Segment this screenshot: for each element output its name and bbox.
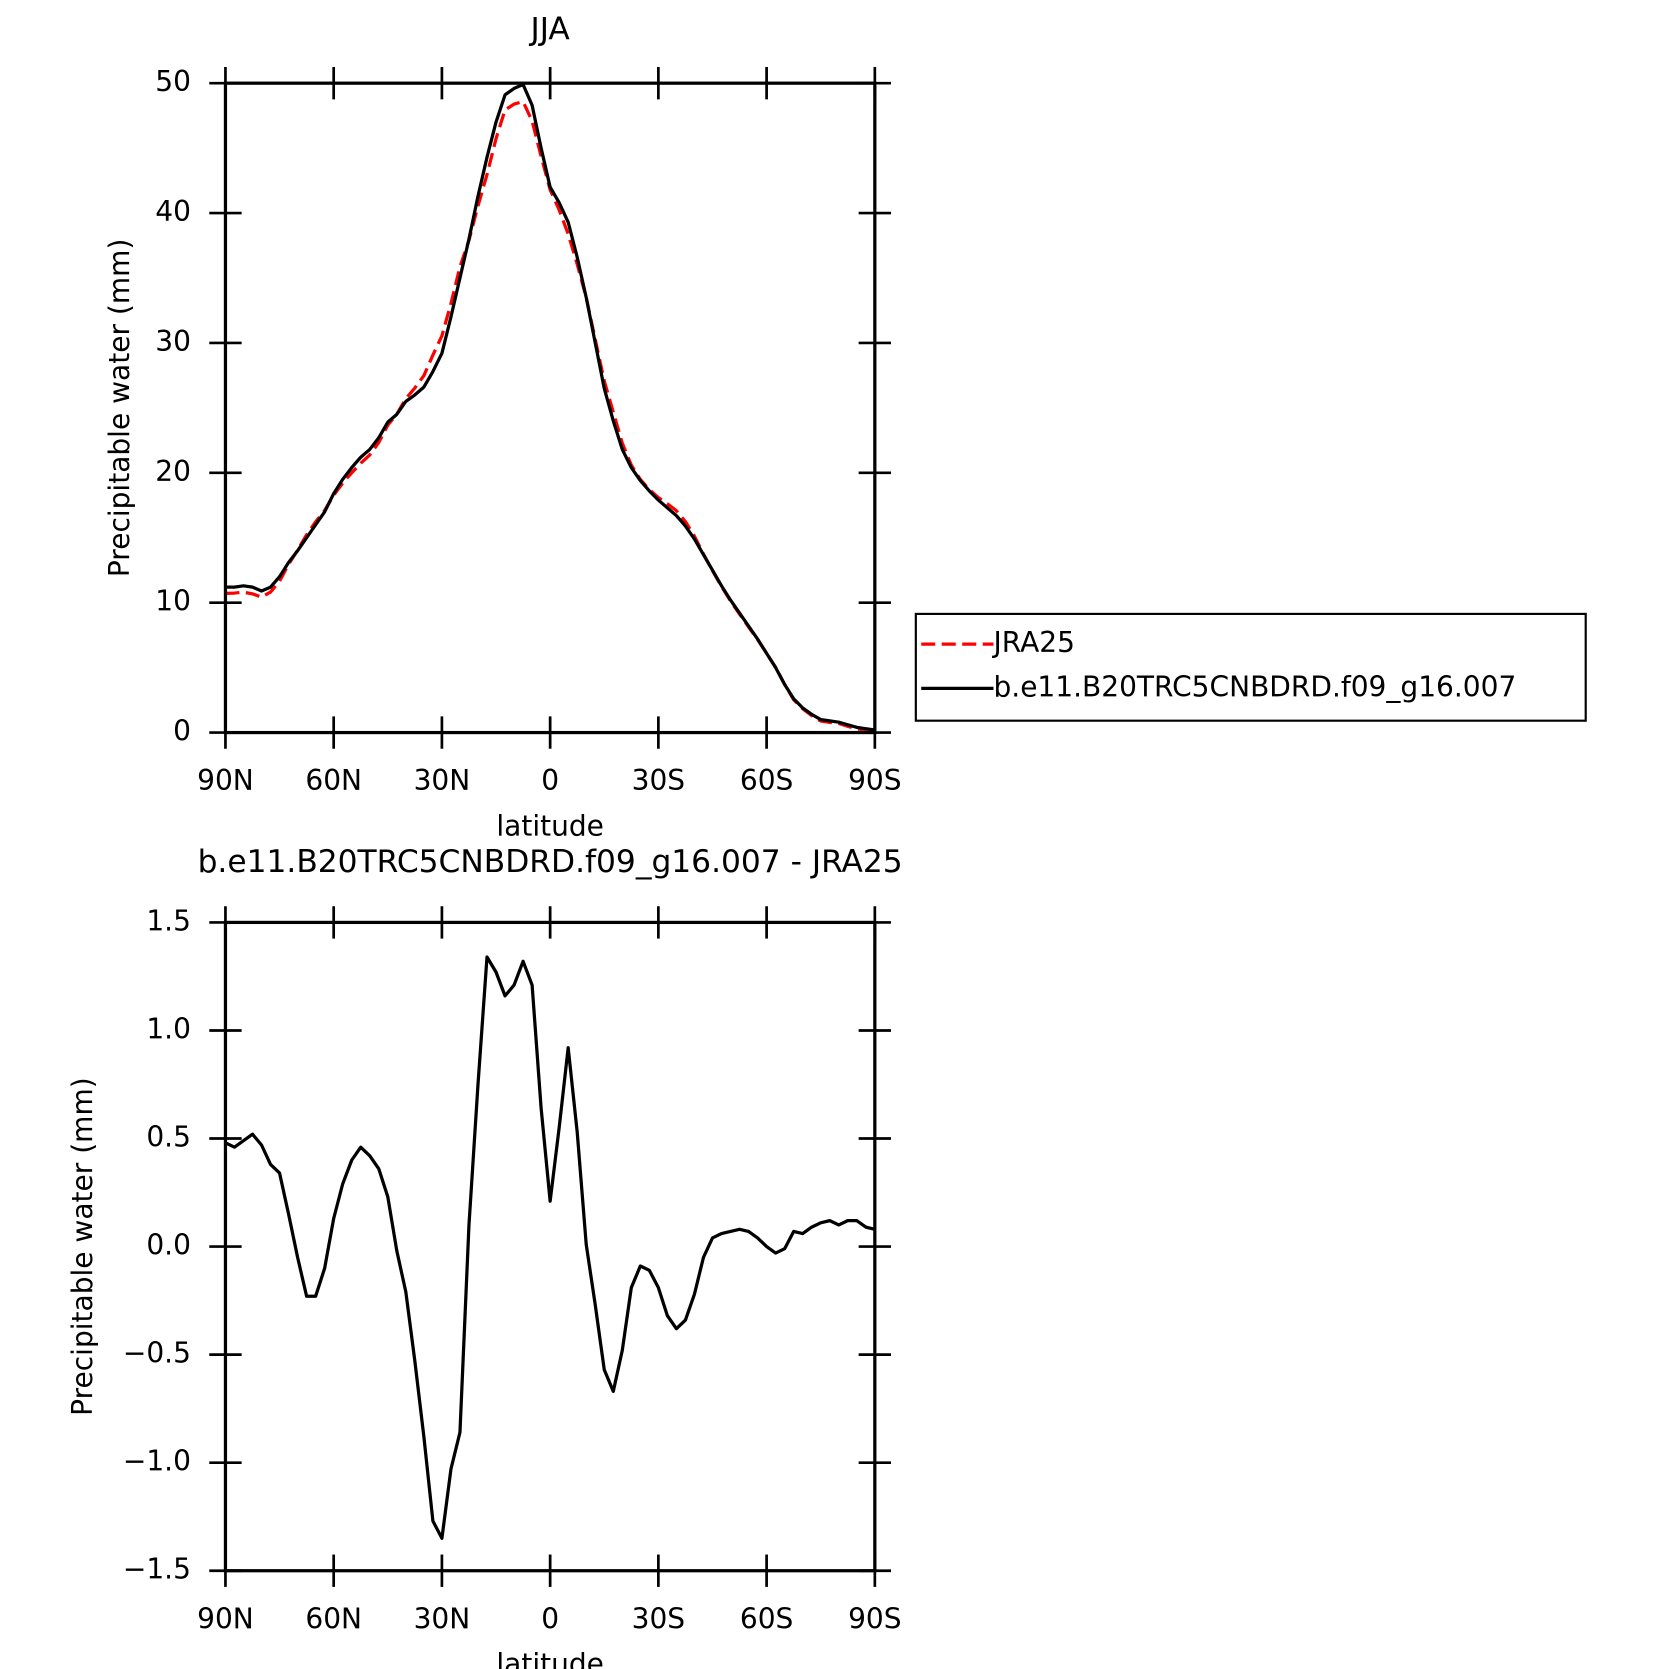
x-tick-label: 60N	[305, 1602, 362, 1635]
legend-label: JRA25	[991, 626, 1074, 659]
y-axis-label: Precipitable water (mm)	[66, 1077, 99, 1416]
y-tick-label: 1.5	[146, 904, 191, 937]
data-line	[225, 100, 876, 733]
x-tick-label: 90N	[197, 1602, 254, 1635]
y-tick-label: 30	[155, 325, 191, 358]
x-tick-label: 60S	[740, 1602, 793, 1635]
y-tick-label: 20	[155, 455, 191, 488]
x-tick-label: 30S	[632, 1602, 685, 1635]
legend-label: b.e11.B20TRC5CNBDRD.f09_g16.007	[993, 670, 1516, 703]
x-tick-label: 90S	[848, 764, 901, 797]
x-tick-label: 60S	[740, 764, 793, 797]
y-tick-label: −1.5	[123, 1553, 191, 1586]
y-tick-label: −0.5	[123, 1337, 191, 1370]
y-tick-label: 0	[173, 715, 191, 748]
x-tick-label: 30S	[632, 764, 685, 797]
y-tick-label: 0.5	[146, 1121, 191, 1154]
chart-title: b.e11.B20TRC5CNBDRD.f09_g16.007 - JRA25	[198, 844, 903, 880]
y-tick-label: 50	[155, 65, 191, 98]
x-tick-label: 90S	[848, 1602, 901, 1635]
data-line	[225, 82, 876, 732]
data-line	[224, 955, 876, 1540]
plot-frame	[223, 920, 877, 1573]
y-axis-label: Precipitable water (mm)	[103, 239, 136, 578]
chart-title: JJA	[529, 11, 571, 47]
x-tick-label: 90N	[197, 764, 254, 797]
y-tick-label: 40	[155, 195, 191, 228]
x-tick-label: 60N	[305, 764, 362, 797]
plot-frame	[223, 81, 877, 735]
y-tick-label: 0.0	[146, 1229, 191, 1262]
x-tick-label: 30N	[414, 1602, 471, 1635]
x-axis-label: latitude	[496, 1648, 604, 1669]
x-tick-label: 0	[541, 764, 559, 797]
y-tick-label: 10	[155, 585, 191, 618]
x-tick-label: 30N	[414, 764, 471, 797]
y-tick-label: 1.0	[146, 1012, 191, 1045]
x-axis-label: latitude	[496, 809, 604, 842]
x-tick-label: 0	[541, 1602, 559, 1635]
y-tick-label: −1.0	[123, 1445, 191, 1478]
legend-box	[914, 612, 1587, 722]
